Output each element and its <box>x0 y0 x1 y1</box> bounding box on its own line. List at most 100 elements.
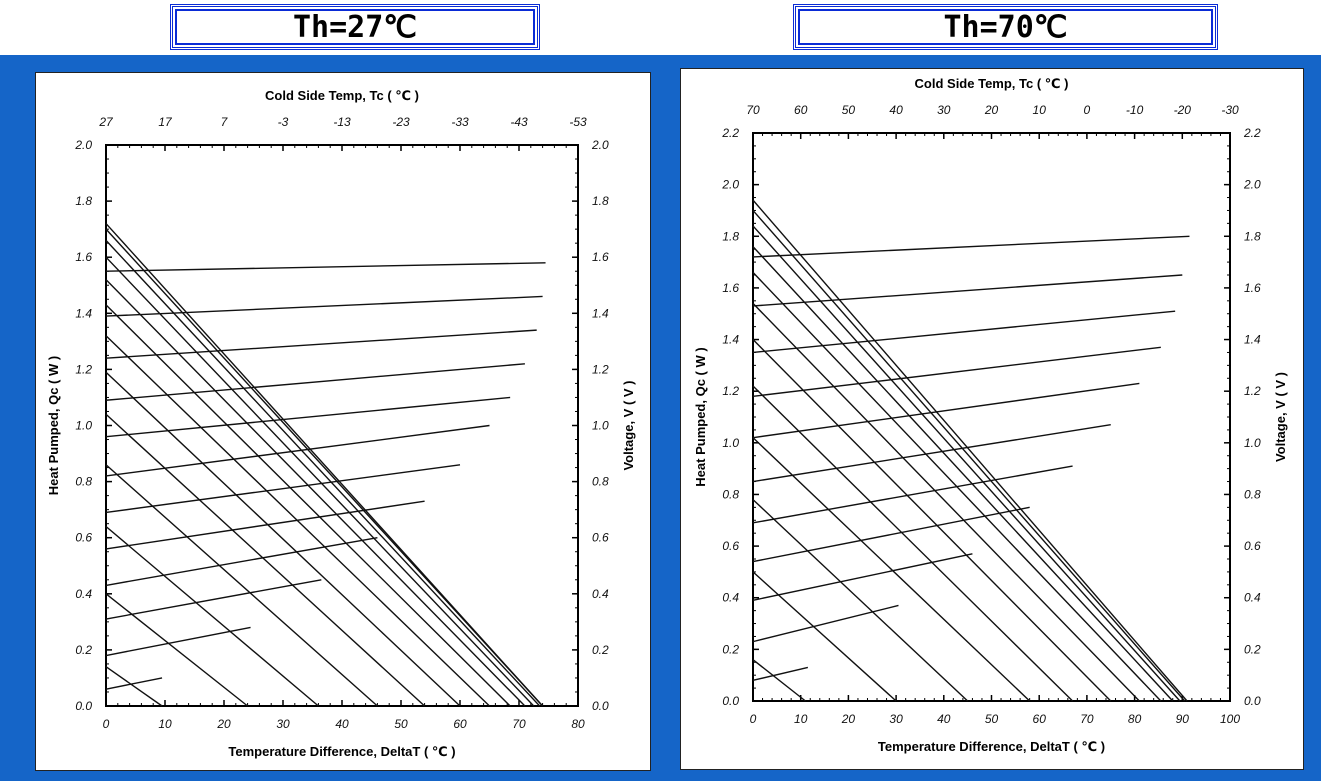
y2-tick-label: 1.8 <box>1244 229 1261 243</box>
y-tick-label: 0.8 <box>722 487 739 501</box>
left-chart: 0 10 20 30 40 50 60 70 80 27 17 7 -3 -13 -23 -33 -43 -53 0… <box>46 88 636 759</box>
top-tick-label: -33 <box>451 115 469 129</box>
heat-pumped-line <box>752 659 806 702</box>
plot-frame <box>752 132 1231 702</box>
y-tick-label: 0.2 <box>75 643 92 657</box>
heat-pumped-line <box>752 199 1188 702</box>
y-tick-label: 1.0 <box>722 436 739 450</box>
x-tick-label: 50 <box>985 712 999 726</box>
y-tick-label: 1.4 <box>722 333 739 347</box>
top-tick-label: 10 <box>1033 103 1047 117</box>
heat-pumped-line <box>105 223 544 707</box>
x-tick-label: 80 <box>1128 712 1142 726</box>
x-tick-label: 40 <box>937 712 951 726</box>
top-tick-label: -10 <box>1126 103 1144 117</box>
plot-frame <box>105 144 579 707</box>
y-tick-label: 1.8 <box>75 194 92 208</box>
heat-pumped-line <box>752 302 1140 702</box>
top-tick-label: -20 <box>1174 103 1192 117</box>
x-tick-label: 70 <box>1080 712 1094 726</box>
top-tick-label: 27 <box>98 115 114 129</box>
voltage-line <box>752 382 1140 439</box>
top-tick-label: 70 <box>746 103 760 117</box>
top-tick-label: 0 <box>1084 103 1091 117</box>
x-tick-label: 20 <box>216 717 231 731</box>
y2-tick-label: 1.0 <box>1244 436 1261 450</box>
voltage-line <box>752 666 809 682</box>
y2-tick-label: 1.4 <box>1244 333 1261 347</box>
y-tick-label: 1.6 <box>75 250 92 264</box>
voltage-line <box>752 465 1073 524</box>
top-tick-label: -43 <box>510 115 528 129</box>
heat-pumped-line <box>752 385 1074 702</box>
y-tick-label: 0.8 <box>75 475 92 489</box>
y-tick-label: 2.0 <box>721 178 739 192</box>
voltage-line <box>105 677 163 690</box>
top-tick-label: 60 <box>794 103 808 117</box>
heat-pumped-line <box>752 571 897 702</box>
heat-pumped-line <box>105 279 526 707</box>
voltage-line <box>105 262 546 272</box>
top-tick-label: 17 <box>158 115 173 129</box>
top-tick-label: 20 <box>984 103 999 117</box>
x-tick-label: 70 <box>512 717 526 731</box>
voltage-line <box>752 346 1161 398</box>
voltage-line <box>105 363 525 401</box>
y2-tick-label: 0.2 <box>1244 642 1261 656</box>
heat-pumped-line <box>752 209 1186 702</box>
voltage-line <box>752 310 1176 354</box>
y2-tick-label: 2.2 <box>1243 126 1261 140</box>
y2-tick-label: 0.4 <box>1244 591 1261 605</box>
y-axis-title: Heat Pumped, Qc ( W ) <box>693 347 708 486</box>
heat-pumped-line <box>105 239 541 707</box>
y2-tick-label: 1.0 <box>592 419 609 433</box>
voltage-line <box>752 424 1111 483</box>
voltage-line <box>105 537 378 587</box>
heat-pumped-line <box>752 246 1174 702</box>
voltage-line <box>105 579 322 620</box>
x-axis-title: Temperature Difference, DeltaT ( ℃ ) <box>228 744 455 759</box>
top-tick-label: 7 <box>221 115 229 129</box>
x-tick-label: 20 <box>841 712 856 726</box>
voltage-line <box>105 500 425 550</box>
y-tick-label: 0.4 <box>75 587 92 601</box>
x-tick-label: 90 <box>1176 712 1190 726</box>
y2-axis-title: Voltage, V ( V ) <box>1273 372 1288 462</box>
heat-pumped-line <box>752 437 1031 702</box>
voltage-line <box>752 553 973 601</box>
top-tick-label: -53 <box>569 115 587 129</box>
x-tick-label: 50 <box>394 717 408 731</box>
y-axis-title: Heat Pumped, Qc ( W ) <box>46 356 61 495</box>
y2-tick-label: 1.6 <box>1244 281 1261 295</box>
heat-pumped-line <box>105 304 511 707</box>
heat-pumped-line <box>105 666 163 707</box>
right-chart-panel: 0 10 20 30 40 50 60 70 80 90 100 70 60 50 40 30 20 10 0 -10… <box>680 68 1304 770</box>
y-tick-label: 1.4 <box>75 306 92 320</box>
voltage-line <box>105 464 461 514</box>
voltage-line <box>752 506 1030 563</box>
x-tick-label: 0 <box>750 712 757 726</box>
voltage-line <box>752 604 899 643</box>
heat-pumped-line <box>105 413 426 707</box>
heat-pumped-line <box>752 339 1112 702</box>
y2-tick-label: 0.8 <box>592 475 609 489</box>
y-tick-label: 0.2 <box>722 642 739 656</box>
y-tick-label: 1.2 <box>75 362 92 376</box>
left-chart-panel: 0 10 20 30 40 50 60 70 80 27 17 7 -3 -13 -23 -33 -43 -53 0… <box>35 72 651 771</box>
heat-pumped-line <box>752 225 1181 702</box>
y2-tick-label: 0.0 <box>592 699 609 713</box>
y2-tick-label: 1.2 <box>1244 384 1261 398</box>
heat-pumped-line <box>752 499 969 702</box>
y2-tick-label: 2.0 <box>1243 178 1261 192</box>
y2-tick-label: 0.4 <box>592 587 609 601</box>
x-tick-label: 10 <box>794 712 808 726</box>
voltage-line <box>105 396 511 438</box>
heat-pumped-line <box>105 256 535 707</box>
y-tick-label: 1.0 <box>75 419 92 433</box>
top-tick-label: 40 <box>889 103 903 117</box>
top-tick-label: 50 <box>842 103 856 117</box>
x-tick-label: 60 <box>1033 712 1047 726</box>
y2-tick-label: 0.0 <box>1244 694 1261 708</box>
top-tick-label: -30 <box>1221 103 1239 117</box>
